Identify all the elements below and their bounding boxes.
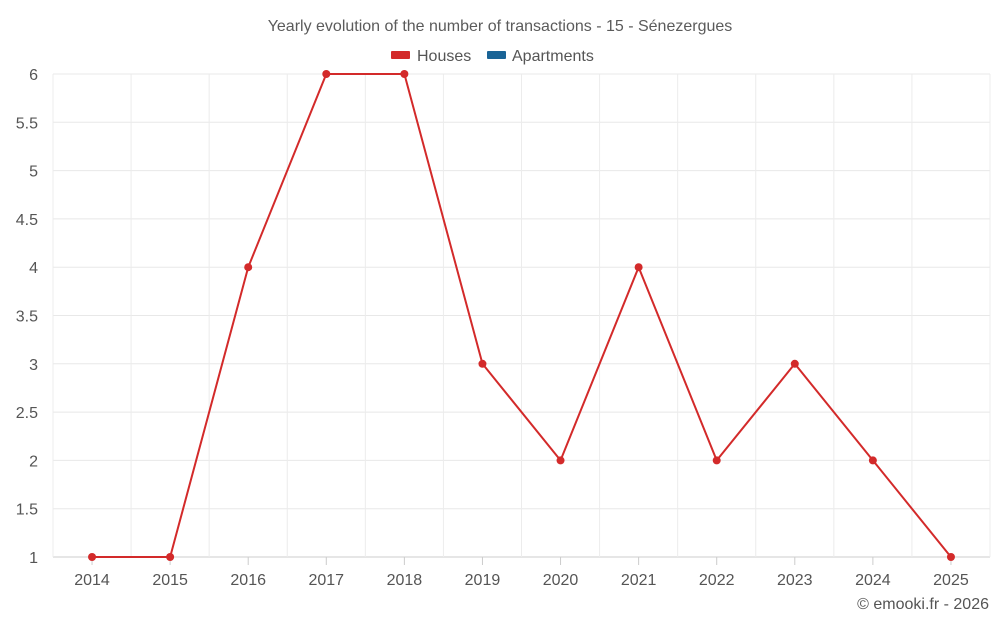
- x-tick-label: 2020: [543, 572, 579, 589]
- data-point-houses[interactable]: [634, 263, 643, 272]
- data-point-houses[interactable]: [400, 70, 409, 78]
- x-tick-label: 2023: [777, 572, 813, 589]
- x-tick-label: 2014: [74, 572, 110, 589]
- y-tick-label: 4.5: [16, 212, 38, 229]
- data-point-houses[interactable]: [556, 456, 565, 465]
- x-tick-label: 2017: [308, 572, 344, 589]
- y-tick-label: 1: [29, 550, 38, 567]
- x-tick-label: 2025: [933, 572, 969, 589]
- legend-swatch-apartments: [487, 51, 506, 59]
- x-tick-label: 2018: [387, 572, 423, 589]
- legend-swatch-houses: [391, 51, 410, 59]
- chart-title: Yearly evolution of the number of transa…: [268, 18, 733, 35]
- x-tick-label: 2024: [855, 572, 891, 589]
- data-point-houses[interactable]: [946, 553, 955, 561]
- x-tick-label: 2021: [621, 572, 657, 589]
- data-point-houses[interactable]: [322, 70, 331, 78]
- data-point-houses[interactable]: [868, 456, 877, 465]
- legend-label-houses: Houses: [417, 48, 471, 65]
- y-tick-label: 5: [29, 164, 38, 181]
- data-point-houses[interactable]: [790, 359, 799, 368]
- data-point-houses[interactable]: [166, 553, 175, 561]
- y-tick-label: 6: [29, 67, 38, 84]
- y-tick-label: 3.5: [16, 309, 38, 326]
- x-tick-label: 2019: [465, 572, 501, 589]
- y-tick-label: 1.5: [16, 502, 38, 519]
- grid: [52, 73, 991, 558]
- y-tick-label: 3: [29, 357, 38, 374]
- x-tick-label: 2022: [699, 572, 735, 589]
- y-tick-label: 2.5: [16, 405, 38, 422]
- y-axis: 1 1.5 2 2.5 3 3.5 4 4.5 5 5.5 6: [16, 67, 38, 567]
- y-tick-label: 5.5: [16, 115, 38, 132]
- legend: Houses Apartments: [391, 48, 594, 65]
- x-tick-label: 2015: [152, 572, 188, 589]
- y-tick-label: 4: [29, 260, 38, 277]
- legend-item-houses[interactable]: Houses: [391, 48, 471, 65]
- data-point-houses[interactable]: [88, 553, 97, 561]
- data-point-houses[interactable]: [244, 263, 253, 272]
- credit: © emooki.fr - 2026: [857, 596, 989, 613]
- legend-item-apartments[interactable]: Apartments: [487, 48, 594, 65]
- x-tick-label: 2016: [230, 572, 266, 589]
- data-point-houses[interactable]: [712, 456, 721, 465]
- data-point-houses[interactable]: [478, 359, 487, 368]
- series-line-houses: [92, 73, 952, 558]
- x-axis: 2014 2015 2016 2017 2018 2019 2020 2021 2022 2023…: [74, 557, 969, 589]
- y-tick-label: 2: [29, 453, 38, 470]
- series-houses: [88, 70, 955, 561]
- legend-label-apartments: Apartments: [512, 48, 594, 65]
